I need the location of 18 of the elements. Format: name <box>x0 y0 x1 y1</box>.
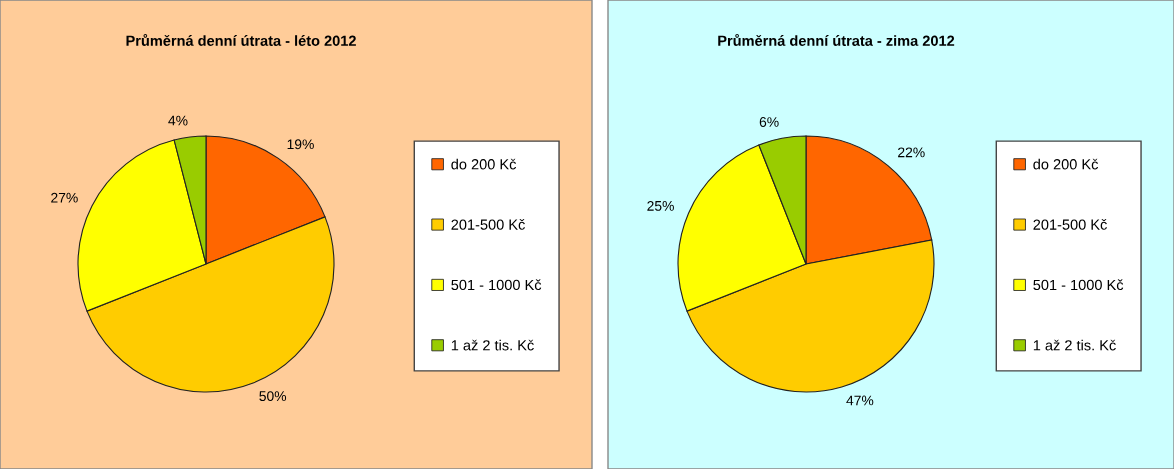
legend-label: do 200 Kč <box>451 158 517 170</box>
legend-label: do 200 Kč <box>1033 158 1099 170</box>
legend-label: 201-500 Kč <box>1033 219 1107 230</box>
data-label: 19% <box>287 139 314 150</box>
data-label: 4% <box>168 115 188 126</box>
data-label: 50% <box>259 391 287 402</box>
chart-title: Průměrná denní útrata - léto 2012 <box>126 34 356 46</box>
chart-title: Průměrná denní útrata - zima 2012 <box>718 34 955 46</box>
legend-label: 201-500 Kč <box>451 219 525 230</box>
legend-label: 1 až 2 tis. Kč <box>451 339 534 351</box>
legend-label: 501 - 1000 Kč <box>1033 279 1124 291</box>
data-label: 25% <box>647 200 674 211</box>
legend-label: 501 - 1000 Kč <box>451 279 542 291</box>
legend-label: 1 až 2 tis. Kč <box>1033 339 1116 351</box>
data-label: 27% <box>51 192 78 203</box>
data-label: 47% <box>846 395 874 406</box>
data-label: 6% <box>759 117 779 127</box>
data-label: 22% <box>898 147 925 158</box>
